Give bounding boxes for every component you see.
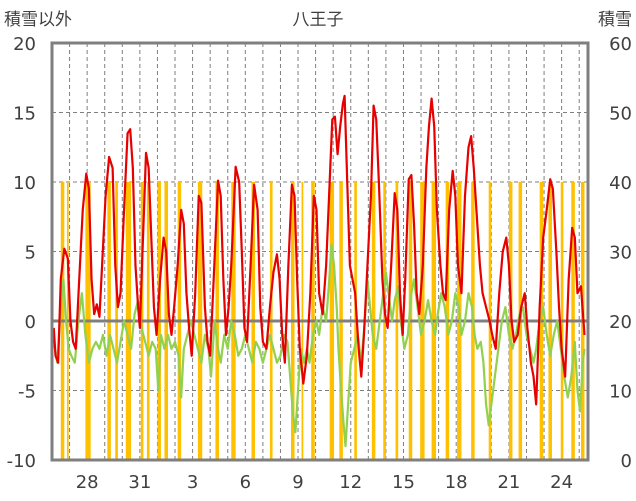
right-axis-label: 積雪 (598, 10, 632, 30)
right-axis-tick-label: 10 (609, 382, 632, 403)
right-axis-tick-label: 60 (609, 34, 632, 55)
left-axis-tick-label: -10 (7, 451, 36, 472)
right-axis-tick-label: 0 (621, 451, 632, 472)
series-lines-layer (52, 94, 588, 462)
x-axis-tick-label: 24 (550, 472, 573, 493)
x-axis-tick-label: 12 (339, 472, 362, 493)
left-axis-label: 積雪以外 (4, 10, 72, 30)
x-axis-tick-label: 9 (292, 472, 303, 493)
green-series-line (52, 243, 586, 448)
left-axis-tick-label: 15 (13, 104, 36, 125)
x-axis-tick-label: 3 (187, 472, 198, 493)
right-axis-tick-label: 30 (609, 243, 632, 264)
tick-labels: -10 -5 0 5 10 15 20 0 10 20 30 40 50 60 28 31 3 6 9 12 15 18 2… (7, 34, 632, 493)
left-axis-tick-label: 20 (13, 34, 36, 55)
x-axis-tick-label: 6 (240, 472, 251, 493)
x-axis-tick-label: 18 (445, 472, 468, 493)
right-axis-tick-label: 40 (609, 173, 632, 194)
left-axis-tick-label: -5 (18, 382, 36, 403)
temperature-line (52, 94, 586, 406)
chart-title: 八王子 (293, 10, 344, 30)
plot-border (50, 41, 590, 462)
right-axis-tick-label: 50 (609, 104, 632, 125)
left-axis-tick-label: 10 (13, 173, 36, 194)
x-axis-tick-label: 28 (76, 472, 99, 493)
left-axis-tick-label: 0 (25, 312, 36, 333)
plot-frame (50, 41, 590, 462)
x-axis-tick-label: 21 (497, 472, 520, 493)
x-axis-tick-label: 15 (392, 472, 415, 493)
left-axis-tick-label: 5 (25, 243, 36, 264)
grid-layer (52, 43, 588, 460)
x-axis-tick-label: 31 (128, 472, 151, 493)
right-axis-tick-label: 20 (609, 312, 632, 333)
